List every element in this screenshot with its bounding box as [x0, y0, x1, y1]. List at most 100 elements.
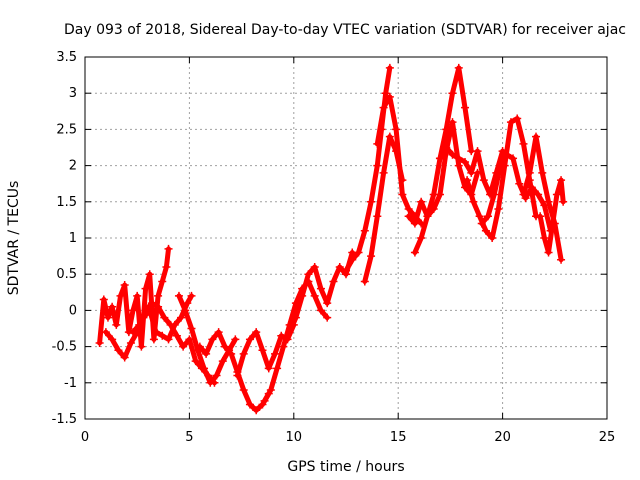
- data-point: [385, 132, 394, 141]
- data-point: [469, 197, 478, 206]
- data-point: [233, 371, 242, 380]
- y-tick-label: 0.5: [56, 267, 77, 282]
- series-path: [374, 94, 424, 226]
- data-point: [291, 313, 300, 322]
- data-point: [442, 143, 451, 152]
- data-point: [220, 342, 229, 351]
- y-tick-label: 3.5: [56, 50, 77, 65]
- series-segment-3: [129, 299, 219, 387]
- data-point: [239, 349, 248, 358]
- data-point: [304, 270, 313, 279]
- data-point: [404, 212, 413, 221]
- data-point: [448, 89, 457, 98]
- data-point: [360, 277, 369, 286]
- data-point: [310, 291, 319, 300]
- data-point: [398, 190, 407, 199]
- data-point: [126, 338, 135, 347]
- data-point: [154, 291, 163, 300]
- data-point: [385, 92, 394, 101]
- data-point: [367, 197, 376, 206]
- data-point: [147, 299, 156, 308]
- data-point: [120, 281, 129, 290]
- data-point: [108, 302, 117, 311]
- data-point: [141, 284, 150, 293]
- data-point: [181, 306, 190, 315]
- data-point: [423, 212, 432, 221]
- data-point: [158, 331, 167, 340]
- data-point: [354, 248, 363, 257]
- data-point: [557, 255, 566, 264]
- data-point: [379, 168, 388, 177]
- data-point: [162, 262, 171, 271]
- data-point: [231, 335, 240, 344]
- data-point: [448, 150, 457, 159]
- data-point: [166, 320, 175, 329]
- data-point: [481, 226, 490, 235]
- data-point: [559, 197, 568, 206]
- data-point: [525, 168, 534, 177]
- data-point: [373, 139, 382, 148]
- data-point: [527, 183, 536, 192]
- data-point: [373, 161, 382, 170]
- data-point: [120, 353, 129, 362]
- data-point: [258, 346, 267, 355]
- data-point: [191, 357, 200, 366]
- data-point: [410, 219, 419, 228]
- x-tick-label: 25: [599, 430, 616, 445]
- y-tick-label: -1.5: [52, 412, 77, 427]
- data-point: [116, 291, 125, 300]
- data-point: [435, 154, 444, 163]
- data-point: [164, 244, 173, 253]
- y-axis-title: SDTVAR / TECUs: [6, 181, 22, 296]
- data-point: [540, 234, 549, 242]
- data-point: [490, 190, 499, 199]
- data-point: [200, 364, 209, 373]
- data-point: [285, 328, 294, 337]
- data-point: [129, 306, 138, 315]
- data-point: [179, 342, 188, 351]
- data-point: [206, 378, 215, 387]
- data-point: [145, 270, 154, 279]
- data-point: [112, 320, 121, 329]
- data-point: [417, 234, 426, 242]
- x-tick-label: 20: [494, 430, 511, 445]
- series-path: [406, 119, 480, 226]
- data-point: [133, 291, 142, 300]
- x-tick-label: 0: [81, 430, 89, 445]
- data-point: [160, 313, 169, 322]
- data-point: [95, 338, 104, 347]
- data-point: [323, 299, 332, 308]
- y-tick-label: 3: [69, 86, 77, 101]
- data-point: [496, 161, 505, 170]
- series-segment-4: [174, 291, 240, 387]
- series-segment-5: [195, 328, 273, 415]
- data-point: [548, 219, 557, 228]
- data-point: [279, 342, 288, 351]
- data-point: [227, 349, 236, 358]
- data-point: [316, 306, 325, 315]
- data-point: [488, 234, 497, 242]
- data-point: [214, 328, 223, 337]
- data-point: [335, 262, 344, 271]
- data-point: [252, 406, 261, 415]
- y-tick-label: 2: [69, 159, 77, 174]
- data-point: [494, 205, 503, 214]
- series-segment-14: [435, 143, 507, 199]
- data-point: [101, 328, 110, 337]
- data-point: [367, 252, 376, 261]
- data-point: [137, 342, 146, 351]
- x-axis-title: GPS time / hours: [287, 459, 404, 475]
- data-point: [477, 219, 486, 228]
- data-point: [473, 147, 482, 156]
- x-tick-label: 5: [185, 430, 193, 445]
- y-tick-label: 1: [69, 231, 77, 246]
- data-point: [266, 386, 275, 395]
- data-point: [195, 342, 204, 351]
- data-point: [260, 396, 269, 405]
- series-segment-2: [101, 291, 196, 362]
- series-path: [464, 116, 539, 241]
- data-point: [187, 291, 196, 300]
- data-point: [298, 291, 307, 300]
- data-point: [417, 197, 426, 206]
- y-tick-label: 1.5: [56, 195, 77, 210]
